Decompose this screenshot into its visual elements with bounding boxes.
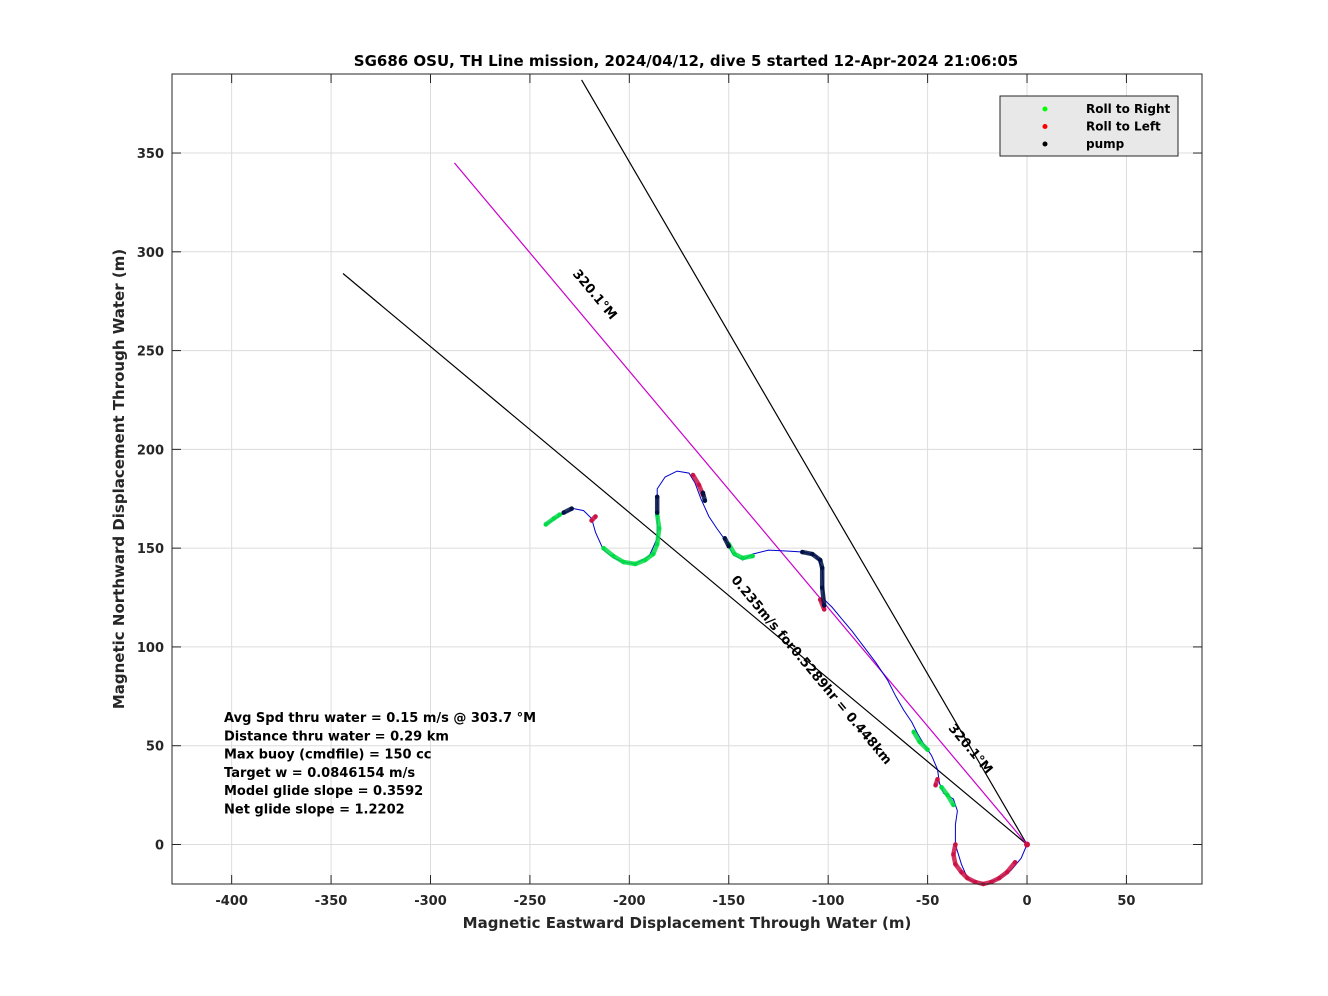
pump-point [818,557,823,563]
roll-left-point [822,607,827,612]
roll-left-point [696,482,702,488]
pump-point [654,494,660,499]
pump-point [569,506,574,511]
pump-point [700,490,706,496]
reference-lines [342,79,1028,845]
roll-right-point [643,557,648,563]
roll-right-point [732,551,737,557]
roll-left-point [959,869,964,875]
grid [172,74,1202,884]
y-tick-label: 0 [155,838,164,853]
pump-point [722,536,727,541]
roll-right-point [543,522,549,527]
pump-point [810,551,815,557]
roll-left-point [953,842,958,847]
pump-point [820,565,825,571]
reference-line [342,273,1028,845]
legend-label: Roll to Right [1086,102,1171,116]
stat-line: Net glide slope = 1.2202 [224,803,405,818]
y-tick-label: 350 [137,147,164,162]
pump-point [561,510,566,515]
pump-point [726,543,731,549]
roll-left-point [935,777,940,782]
origin-point [1024,841,1031,848]
roll-right-point [917,739,922,744]
roll-left-point [953,862,958,867]
y-tick-label: 200 [137,443,164,458]
roll-right-point [633,561,638,567]
roll-right-point [611,553,616,559]
pump-point [820,585,825,590]
x-tick-label: -100 [812,894,845,909]
legend-label: pump [1086,137,1125,151]
legend: Roll to Right Roll to Left pump [999,95,1179,157]
stat-line: Model glide slope = 0.3592 [224,784,423,799]
roll-left-point [951,852,956,857]
stat-line: Target w = 0.0846154 m/s [224,766,415,781]
roll-left-point [989,879,994,885]
x-tick-label: -150 [712,894,745,909]
y-tick-label: 50 [146,740,164,755]
x-axis-label: Magnetic Eastward Displacement Through W… [463,914,912,932]
reference-line [453,162,1028,845]
roll-right-point [601,545,606,551]
y-tick-label: 250 [137,345,164,360]
stat-line: Avg Spd thru water = 0.15 m/s @ 303.7 °M [224,711,536,726]
stat-line: Max buoy (cmdfile) = 150 cc [224,748,431,763]
roll-right-point [654,541,660,547]
pump-point [654,510,660,515]
roll-right-point [551,516,556,521]
x-tick-label: -350 [315,894,348,909]
y-tick-label: 300 [137,246,164,261]
roll-right-point [750,553,755,559]
stat-line: Distance thru water = 0.29 km [224,729,449,744]
plot-frame [171,73,1203,885]
x-tick-label: -200 [613,894,646,909]
roll-right-point [656,526,662,531]
roll-left-point [690,472,696,478]
roll-right-point [925,747,930,752]
roll-left-point [933,783,938,788]
ticks: -400 -350 -300 -250 -200 -150 -100 -50 0 50 0 50 100… [137,74,1202,909]
legend-box [999,95,1179,157]
roll-right-point [939,784,944,790]
legend-marker [1042,106,1048,112]
roll-left-point [1012,860,1018,865]
pump-point [822,603,827,608]
roll-right-segment [726,541,755,561]
stats-box: Avg Spd thru water = 0.15 m/s @ 303.7 °M… [224,711,536,818]
roll-left-point [593,514,598,519]
x-tick-label: 50 [1117,894,1135,909]
roll-right-point [621,559,626,565]
chart-title: SG686 OSU, TH Line mission, 2024/04/12, … [354,52,1018,70]
legend-marker [1042,141,1048,147]
pump-point [702,498,708,503]
roll-left-point [973,879,978,885]
y-tick-label: 150 [137,542,164,557]
roll-left-point [589,518,594,523]
x-tick-label: -250 [514,894,547,909]
y-axis-label: Magnetic Northward Displacement Through … [110,249,128,709]
roll-left-point [965,875,970,881]
pump-point [800,549,805,555]
plot-area [172,74,1202,884]
reference-line [581,79,1028,845]
roll-right-point [740,555,745,561]
roll-left-point [1004,869,1010,875]
roll-left-point [996,875,1002,881]
legend-label: Roll to Left [1086,120,1161,134]
x-tick-label: -300 [414,894,447,909]
x-tick-label: -400 [215,894,248,909]
legend-marker [1042,124,1048,129]
roll-right-point [557,512,562,517]
roll-right-point [911,729,916,735]
x-tick-label: -50 [916,894,940,909]
markers [543,472,1031,887]
roll-right-point [945,792,950,798]
roll-right-point [951,802,956,808]
roll-right-point [650,551,656,557]
x-tick-label: 0 [1022,894,1031,909]
y-tick-label: 100 [137,641,164,656]
